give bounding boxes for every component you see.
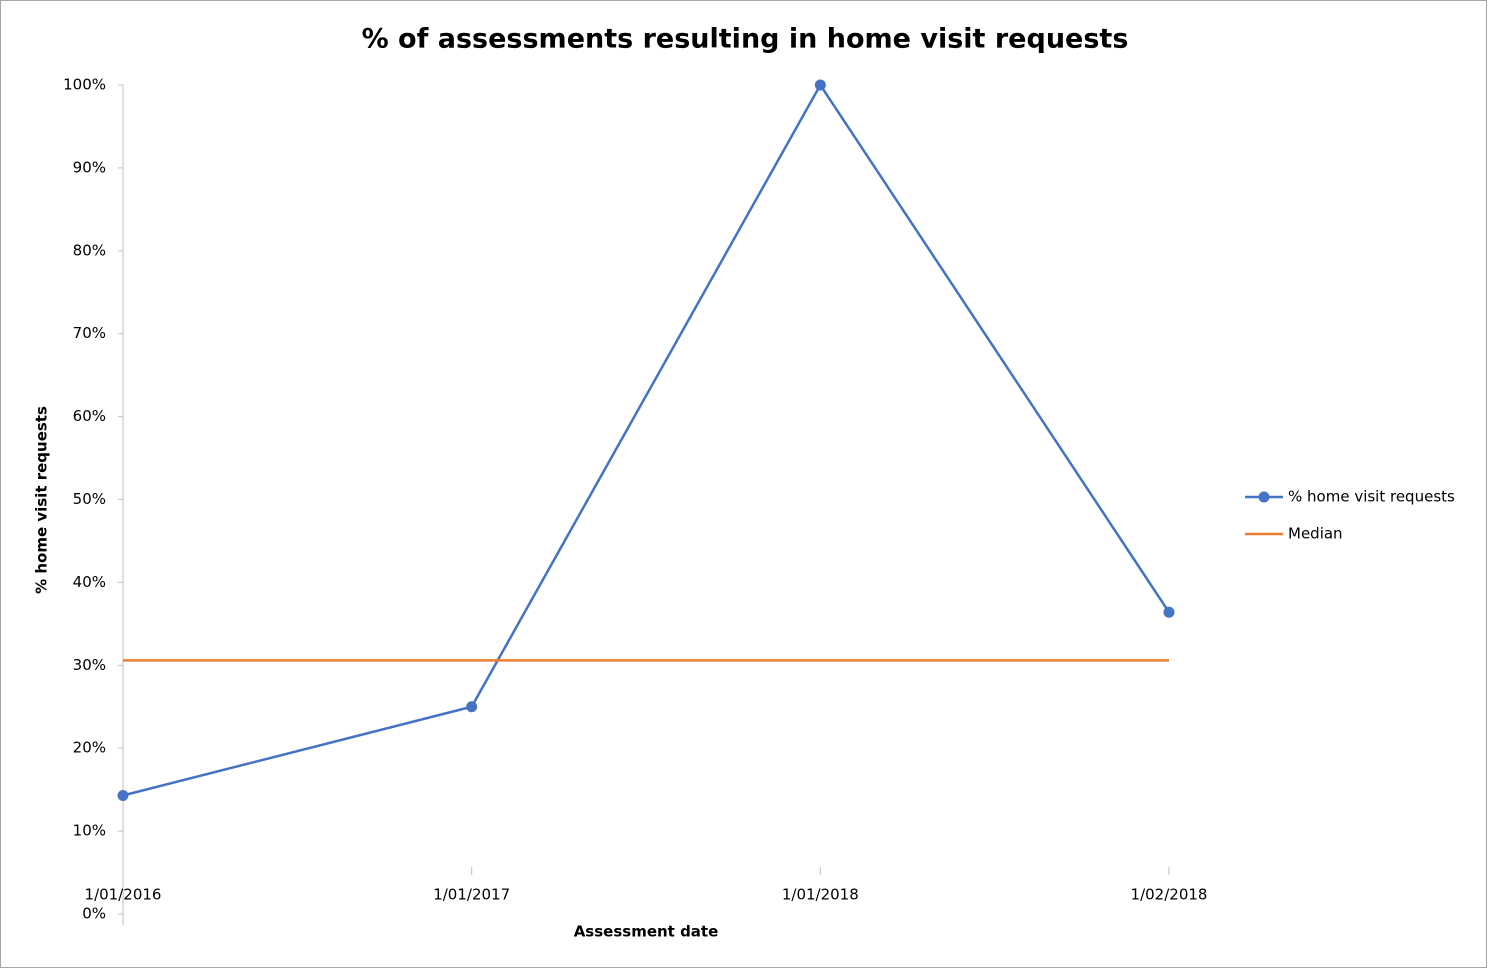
y-tick-label: 10% xyxy=(73,822,106,840)
y-tick-label: 90% xyxy=(73,158,106,176)
x-tick-label: 1/01/2017 xyxy=(433,886,510,904)
data-point xyxy=(117,789,129,801)
y-tick-label: 0% xyxy=(82,905,106,923)
x-axis-title: Assessment date xyxy=(574,923,719,941)
data-point xyxy=(814,79,826,91)
y-tick-label: 60% xyxy=(73,407,106,425)
legend-marker xyxy=(1258,491,1270,503)
y-tick-label: 40% xyxy=(73,573,106,591)
series-line xyxy=(122,82,1171,797)
data-point xyxy=(1163,606,1175,618)
y-axis-title: % home visit requests xyxy=(33,406,51,594)
chart-title: % of assessments resulting in home visit… xyxy=(362,24,1129,55)
legend-label: Median xyxy=(1288,525,1343,543)
y-tick-label: 20% xyxy=(73,739,106,757)
y-tick-label: 100% xyxy=(63,76,106,94)
x-tick-label: 1/01/2018 xyxy=(782,886,859,904)
x-tick-label: 1/02/2018 xyxy=(1131,886,1208,904)
y-tick-label: 50% xyxy=(73,490,106,508)
data-point xyxy=(466,701,478,713)
y-tick-label: 80% xyxy=(73,241,106,259)
y-tick-label: 30% xyxy=(73,656,106,674)
x-tick-label: 1/01/2016 xyxy=(85,886,162,904)
y-tick-label: 70% xyxy=(73,324,106,342)
legend-label: % home visit requests xyxy=(1288,488,1455,506)
